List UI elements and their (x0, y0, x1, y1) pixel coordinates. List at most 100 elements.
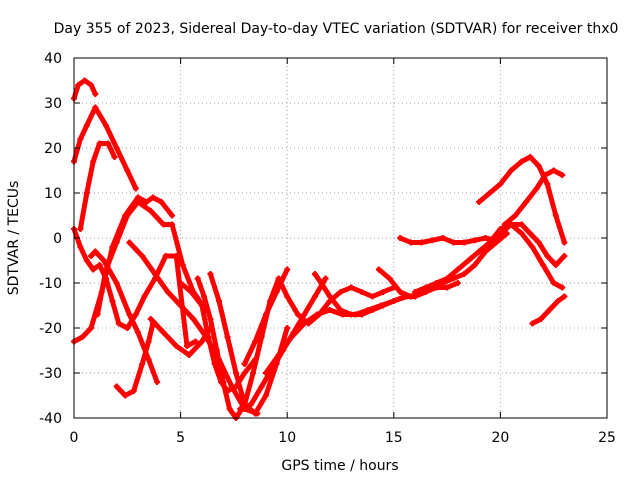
data-point (179, 262, 186, 268)
data-point (88, 325, 95, 331)
series-arc8 (113, 320, 156, 399)
data-point (561, 293, 568, 300)
data-point (262, 392, 269, 399)
data-point (252, 338, 259, 345)
data-point (476, 199, 483, 205)
data-point (77, 136, 84, 142)
data-point (113, 280, 120, 286)
y-tick-label: 40 (44, 51, 62, 67)
data-point (164, 289, 171, 295)
data-point (546, 307, 553, 313)
data-point (149, 194, 156, 201)
data-point (83, 257, 90, 264)
data-point (92, 91, 99, 97)
data-point (397, 289, 404, 295)
series-layer (71, 77, 568, 421)
x-axis-label: GPS time / hours (281, 458, 398, 474)
y-tick-label: 20 (44, 141, 62, 157)
data-point (301, 311, 308, 318)
data-point (486, 190, 493, 196)
data-point (83, 122, 90, 129)
data-point (486, 239, 493, 246)
data-point (132, 311, 139, 318)
data-point (162, 253, 169, 259)
series-arc1 (71, 77, 99, 102)
data-point (422, 284, 429, 291)
series-arc23 (486, 221, 566, 291)
data-point (262, 370, 269, 376)
data-point (139, 361, 146, 367)
data-point (113, 383, 120, 390)
data-point (433, 280, 440, 286)
data-point (105, 140, 112, 147)
data-point (301, 320, 308, 327)
data-point (518, 221, 525, 228)
data-point (88, 253, 95, 259)
data-point (252, 410, 259, 417)
data-point (522, 199, 529, 205)
data-point (275, 352, 282, 358)
data-point (207, 271, 214, 277)
data-point (88, 82, 95, 88)
data-point (518, 230, 525, 237)
data-point (444, 284, 451, 291)
data-point (77, 244, 84, 250)
data-point (375, 266, 382, 273)
data-point (145, 338, 152, 345)
data-point (482, 248, 489, 255)
data-point (454, 266, 461, 273)
data-point (226, 406, 233, 412)
y-tick-label: -20 (39, 321, 62, 337)
data-point (407, 239, 414, 246)
data-point (241, 361, 248, 367)
data-point (535, 239, 542, 246)
data-point (124, 325, 131, 331)
data-point (143, 199, 150, 205)
data-point (92, 104, 99, 111)
data-point (113, 145, 120, 151)
data-point (559, 172, 566, 178)
data-point (134, 329, 141, 336)
chart-title: Day 355 of 2023, Sidereal Day-to-day VTE… (54, 21, 619, 37)
data-point (154, 379, 161, 385)
data-point (461, 271, 468, 277)
data-point (273, 289, 280, 295)
data-point (518, 158, 525, 165)
data-point (337, 307, 344, 313)
data-point (386, 275, 393, 282)
data-point (450, 239, 457, 246)
series-line (148, 316, 213, 358)
data-point (508, 221, 515, 228)
tick-labels: 0 5 10 15 20 25 -40 -30 -20 -10 0 10 20 30 40 (39, 51, 616, 446)
ticks (73, 57, 608, 419)
data-point (122, 392, 129, 399)
data-point (471, 237, 478, 244)
data-point (177, 280, 184, 286)
x-tick-label: 0 (70, 430, 79, 446)
data-point (207, 316, 214, 322)
x-tick-label: 20 (491, 430, 509, 446)
data-point (224, 334, 231, 340)
data-point (145, 356, 152, 363)
data-point (288, 334, 295, 340)
data-point (497, 226, 504, 232)
data-point (83, 190, 90, 196)
data-point (552, 262, 559, 268)
series-arc12 (194, 275, 282, 421)
data-point (241, 370, 248, 376)
data-point (542, 172, 549, 178)
data-point (508, 167, 515, 174)
data-point (294, 311, 301, 318)
data-point (559, 284, 566, 291)
data-point (173, 343, 180, 349)
data-point (529, 244, 536, 250)
data-point (358, 289, 365, 295)
data-point (407, 293, 414, 300)
data-point (92, 248, 99, 255)
data-point (96, 262, 103, 268)
data-point (160, 221, 167, 228)
data-point (139, 253, 146, 259)
data-point (160, 329, 167, 336)
data-point (326, 307, 333, 313)
data-point (192, 338, 199, 345)
